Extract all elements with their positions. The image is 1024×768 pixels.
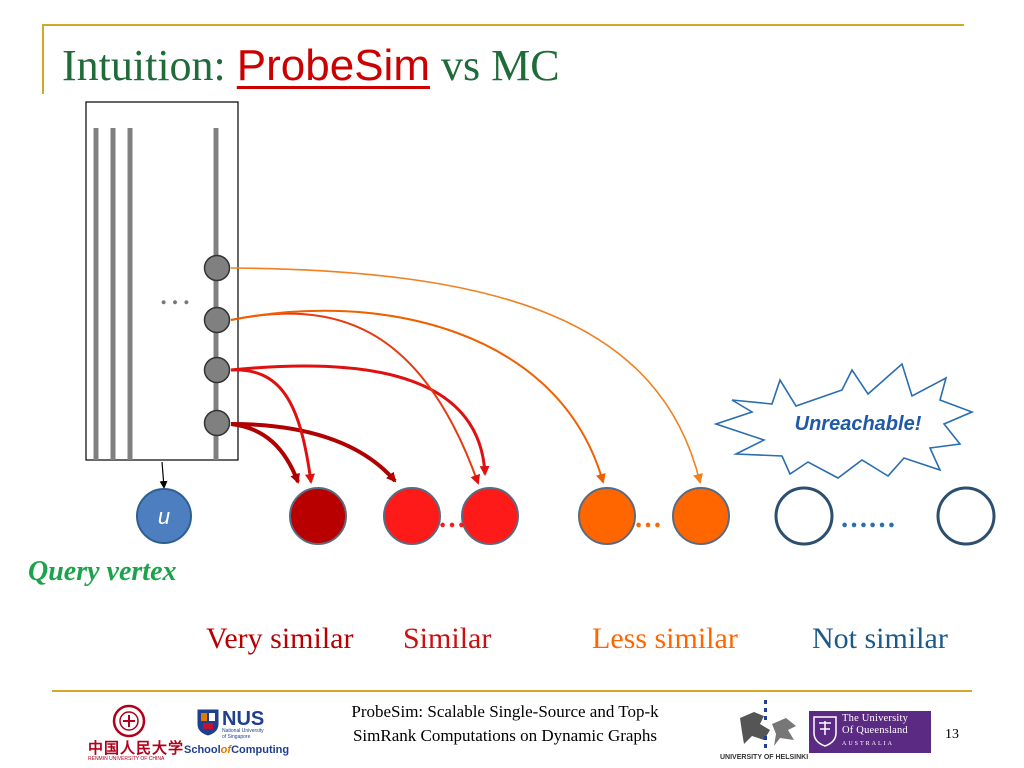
less-similar-node [672,487,730,545]
not-similar-node [774,486,834,546]
uq-crest-icon [813,716,837,747]
title-rule-top [42,24,964,26]
probe-arrow [230,422,397,483]
footer-line-2: SimRank Computations on Dynamic Graphs [352,726,658,745]
soc-of: of [220,744,232,756]
probe-arrow [230,364,490,476]
renmin-seal-icon [112,704,146,738]
query-node-label: u [158,504,170,529]
not-similar-node [936,486,996,546]
less-similar-node [578,487,636,545]
less-similar-ellipsis: … [634,503,662,534]
query-arrow [159,461,168,489]
nus-logo-text: NUS [222,708,265,730]
helsinki-torch-icon [740,700,796,748]
probe-arrow [230,422,300,484]
nus-crest-icon [197,709,219,736]
page-title: Intuition: ProbeSim vs MC [62,40,560,91]
similar-node [461,487,519,545]
footer-line-1: ProbeSim: Scalable Single-Source and Top… [351,702,659,721]
renmin-logo-english: RENMIN UNIVERSITY OF CHINA [88,756,165,762]
uq-line-2: Of Queensland [842,725,908,736]
not-similar-ellipsis: …… [840,503,896,534]
unreachable-burst [713,362,975,479]
walk-node [203,254,231,282]
renmin-logo-chinese: 中国人民大学 [88,741,185,757]
category-very-similar: Very similar [206,622,354,655]
very-similar-node [289,487,347,545]
probe-arrow [230,368,315,484]
walk-node [203,356,231,384]
query-vertex-label: Query vertex [28,556,177,587]
school-of-computing-logo: SchoolofComputing [184,744,289,756]
similar-ellipsis: … [438,503,466,534]
soc-left: School [184,744,221,756]
helsinki-logo-text: UNIVERSITY OF HELSINKI [720,754,809,761]
uq-line-3: AUSTRALIA [842,741,894,747]
category-less-similar: Less similar [592,622,738,655]
walks-ellipsis: … [158,275,192,312]
similar-node [383,487,441,545]
category-similar: Similar [403,622,492,655]
walk-node [203,306,231,334]
uq-line-1: The University [842,713,909,724]
query-node [136,488,192,544]
unreachable-label: Unreachable! [795,413,922,435]
soc-right: Computing [231,744,290,756]
title-accent: ProbeSim [236,41,430,90]
footer-rule [52,690,972,692]
nus-logo-subtitle: National University of Singapore [222,728,264,740]
walk-node [203,409,231,437]
probe-arrow [230,309,606,484]
title-rule-left [42,24,44,94]
probe-arrow [230,267,703,484]
title-suffix: vs MC [429,41,560,90]
page-number: 13 [945,727,959,742]
category-not-similar: Not similar [812,622,948,655]
footer-caption: ProbeSim: Scalable Single-Source and Top… [320,700,690,748]
uq-logo-box [809,711,931,753]
uq-logo-text: The University Of Queensland AUSTRALIA [842,713,930,750]
probe-arrow [230,312,481,485]
title-prefix: Intuition: [62,41,237,90]
